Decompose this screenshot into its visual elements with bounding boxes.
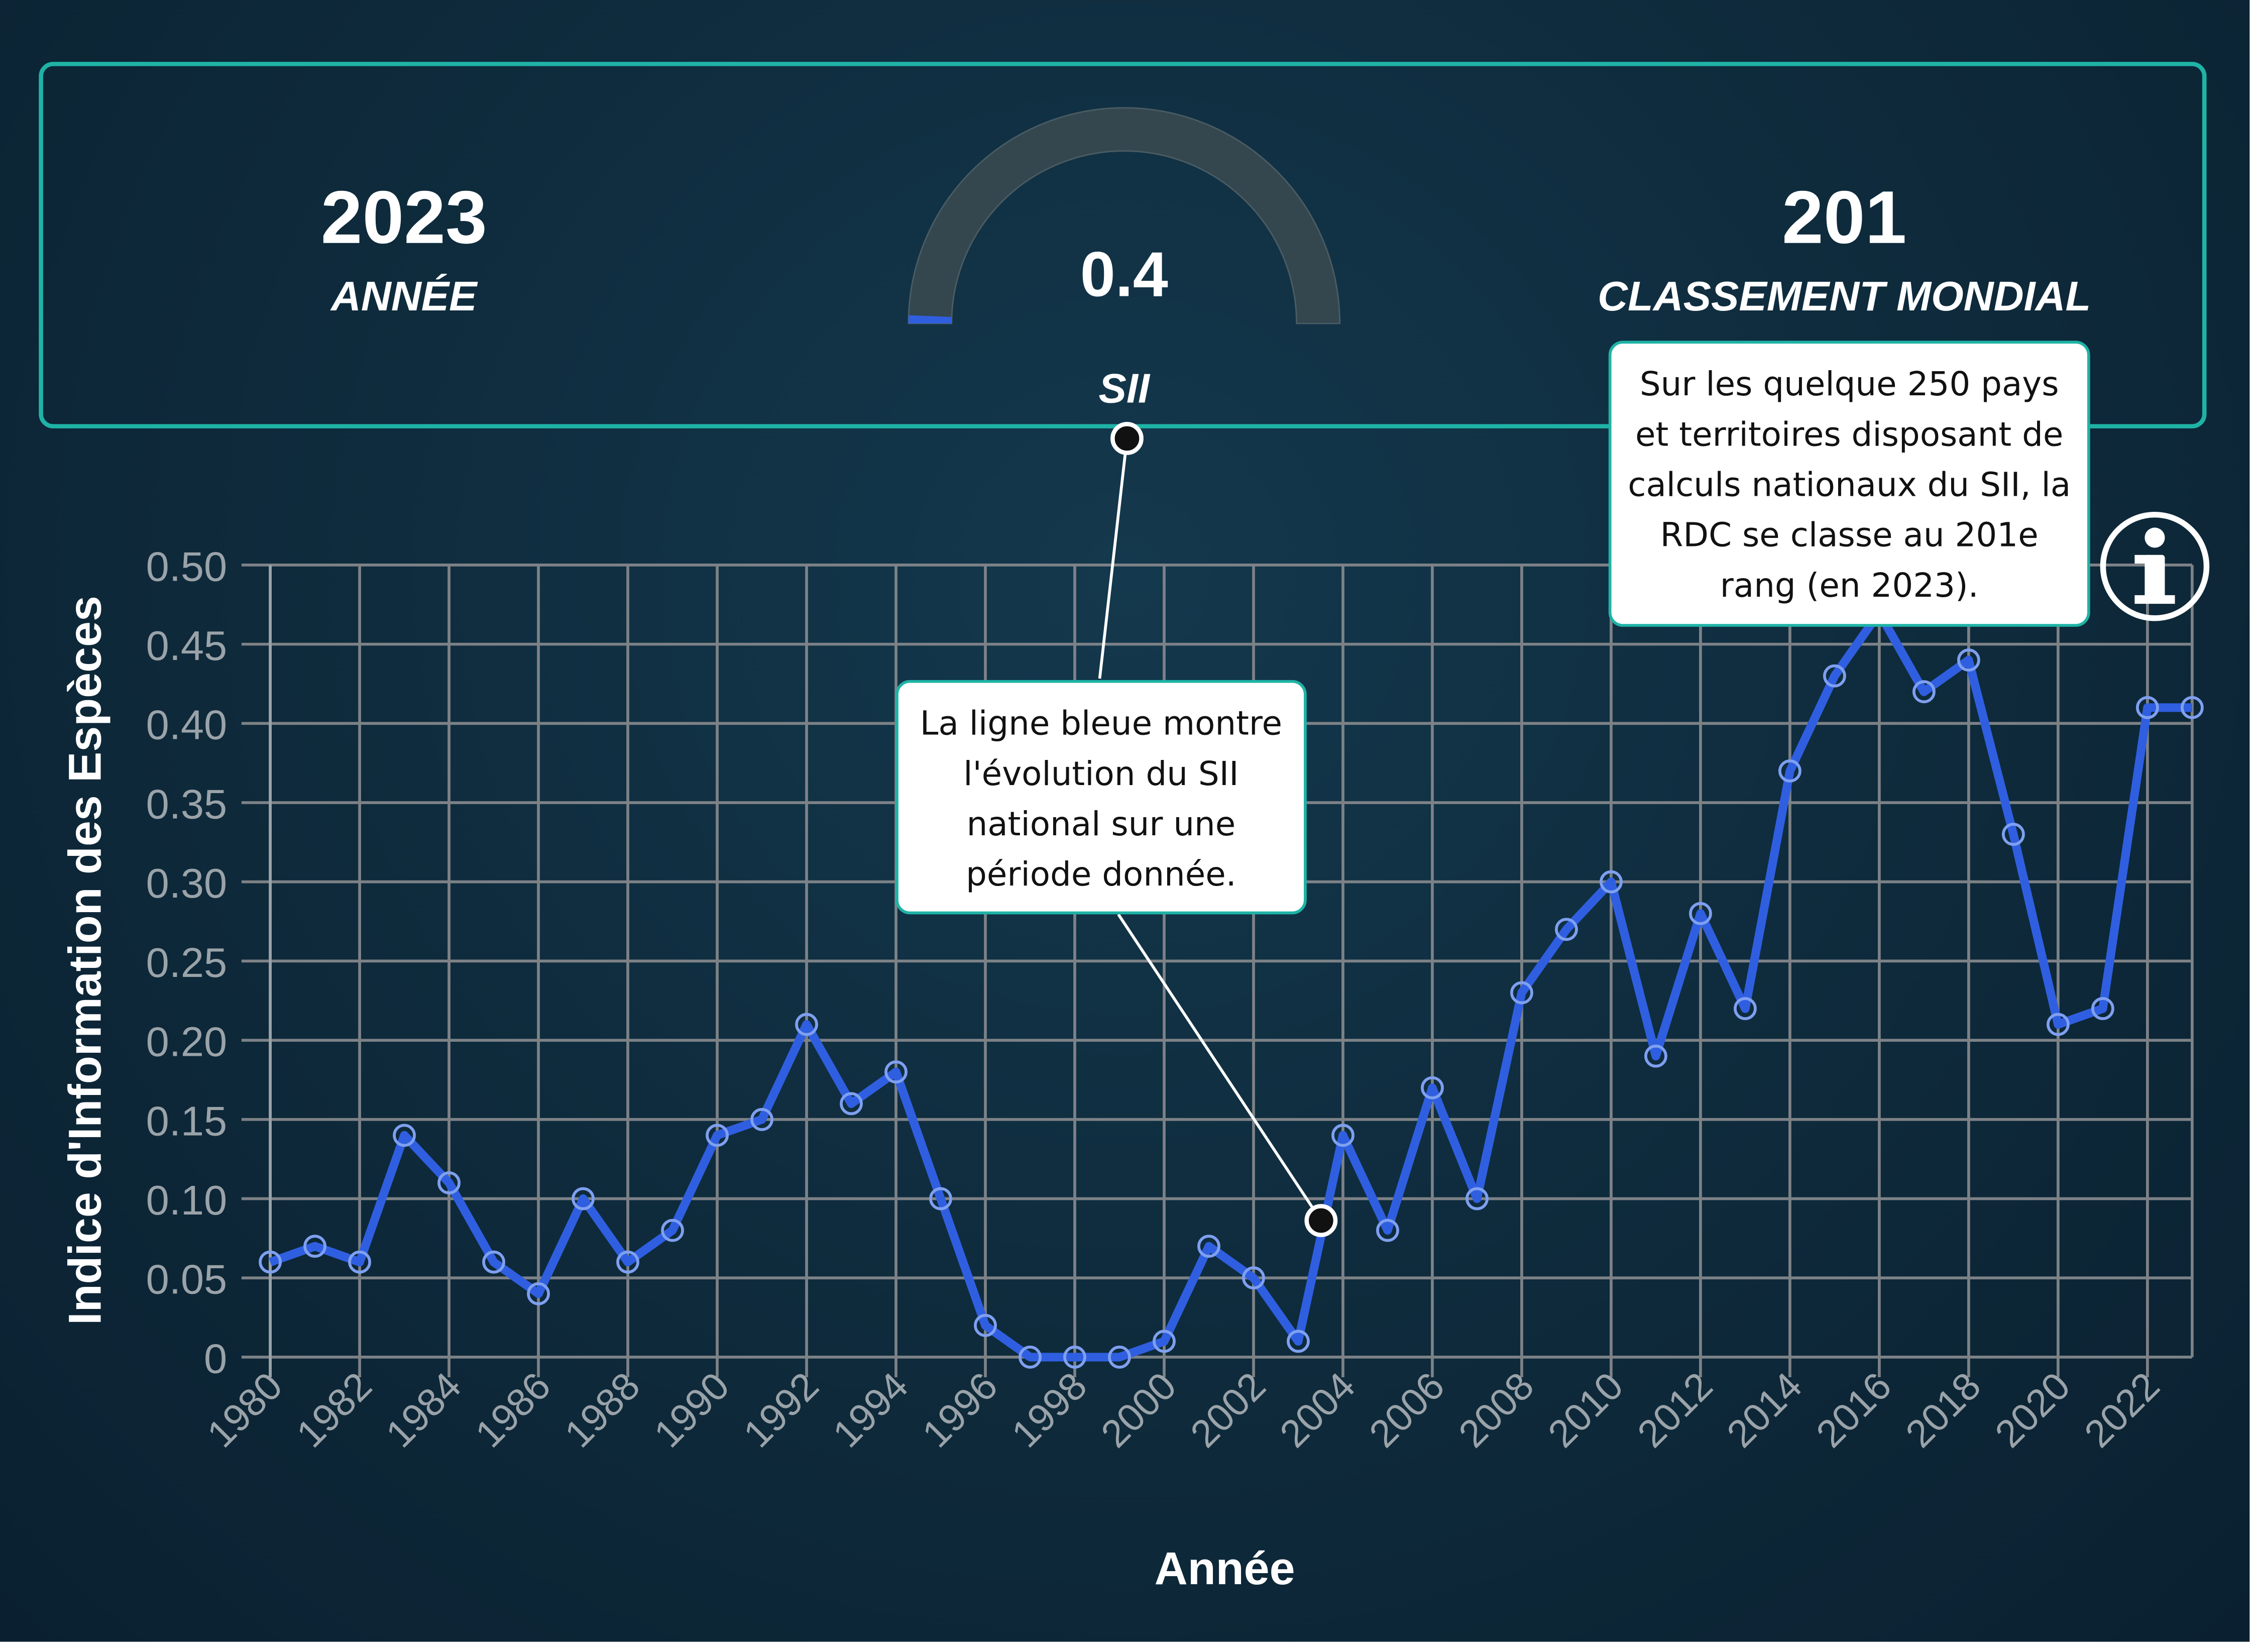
y-tick-labels: 0 0.05 0.10 0.15 0.20 0.25 0.30 0.35 0.40 0.45 0.5… [146, 543, 228, 1382]
x-tick-label: 1986 [467, 1364, 558, 1456]
y-axis-title: Indice d'Information des Espèces [59, 596, 110, 1325]
x-tick-label: 2008 [1450, 1364, 1542, 1456]
x-tick-label: 2012 [1629, 1364, 1721, 1456]
y-tick-label: 0.45 [146, 622, 228, 669]
rank-value: 201 [1782, 177, 1907, 261]
data-point [1689, 902, 1712, 925]
x-axis-title: Année [1155, 1543, 1295, 1594]
callout-line-explanation: La ligne bleue montre l'évolution du SII… [895, 680, 1307, 915]
data-point [750, 1108, 773, 1131]
x-tick-label: 1992 [735, 1364, 827, 1456]
data-point [1957, 648, 1980, 672]
data-point [1510, 981, 1533, 1005]
data-point [1376, 1219, 1399, 1242]
data-point [929, 1187, 952, 1210]
y-tick-label: 0.10 [146, 1177, 228, 1224]
y-tick-label: 0.25 [146, 939, 228, 986]
y-tick-label: 0.50 [146, 543, 228, 590]
data-point [1108, 1346, 1131, 1369]
y-tick-label: 0.35 [146, 781, 228, 827]
data-point [572, 1187, 595, 1210]
gauge-fill [908, 315, 952, 323]
x-tick-labels: 1980198219841986198819901992199419961998… [199, 1364, 2168, 1456]
data-point [1466, 1187, 1489, 1210]
data-point [1600, 870, 1623, 894]
x-tick-label: 2004 [1272, 1364, 1363, 1456]
x-tick-label: 2018 [1897, 1364, 1989, 1456]
data-point [706, 1124, 729, 1147]
data-point [1421, 1076, 1444, 1099]
gauge-label: SII [1098, 365, 1150, 411]
data-point [2046, 1013, 2070, 1036]
data-point [2001, 823, 2025, 846]
x-tick-label: 2016 [1808, 1364, 1899, 1456]
y-tick-label: 0 [204, 1335, 227, 1382]
x-tick-label: 1998 [1003, 1364, 1095, 1456]
x-tick-label: 1982 [288, 1364, 380, 1456]
x-tick-label: 1994 [825, 1364, 916, 1456]
data-point [795, 1013, 818, 1036]
data-point [1823, 664, 1846, 688]
x-tick-label: 2002 [1182, 1364, 1274, 1456]
data-point [616, 1250, 639, 1274]
leader-line-top [1098, 438, 1129, 679]
data-point [1912, 680, 1936, 704]
callout-rank-explanation: Sur les quelque 250 pays et territoires … [1608, 341, 2090, 627]
x-tick-label: 1990 [646, 1364, 737, 1456]
year-value: 2023 [320, 177, 487, 261]
data-point [2180, 696, 2204, 719]
data-point [259, 1250, 282, 1274]
data-point [1555, 918, 1578, 941]
data-point [348, 1250, 371, 1274]
info-icon[interactable] [2100, 511, 2210, 621]
y-tick-label: 0.30 [146, 860, 228, 907]
x-tick-label: 2014 [1719, 1364, 1810, 1456]
x-tick-label: 1996 [914, 1364, 1005, 1456]
x-tick-label: 2000 [1093, 1364, 1184, 1456]
data-point [884, 1060, 908, 1084]
year-label: ANNÉE [330, 274, 477, 321]
data-point [437, 1171, 461, 1194]
data-point [1287, 1330, 1310, 1353]
leader-line-bottom [1117, 913, 1322, 1222]
y-tick-label: 0.05 [146, 1256, 228, 1303]
data-point [303, 1235, 326, 1258]
data-point [1063, 1346, 1086, 1369]
data-point [1197, 1235, 1220, 1258]
data-point [393, 1124, 416, 1147]
data-point [661, 1219, 684, 1242]
gauge-value: 0.4 [1080, 239, 1168, 310]
leader-dot-bottom [1304, 1204, 1338, 1237]
x-tick-label: 2020 [1987, 1364, 2078, 1456]
data-point [527, 1282, 550, 1305]
data-point [1242, 1266, 1265, 1290]
rank-label: CLASSEMENT MONDIAL [1598, 274, 2091, 321]
data-point [974, 1313, 997, 1337]
x-tick-label: 2010 [1540, 1364, 1631, 1456]
data-point [1019, 1346, 1042, 1369]
data-point [840, 1092, 863, 1116]
sii-gauge: 0.4 SII [908, 107, 1341, 411]
leader-dot-top [1110, 422, 1144, 455]
y-tick-label: 0.15 [146, 1097, 228, 1144]
data-point [1153, 1330, 1176, 1353]
x-tick-label: 2006 [1361, 1364, 1452, 1456]
y-tick-label: 0.20 [146, 1019, 228, 1065]
x-tick-label: 2022 [2076, 1364, 2168, 1456]
data-point [2091, 997, 2114, 1020]
gauge-track [908, 107, 1341, 324]
x-tick-label: 1984 [378, 1364, 469, 1456]
data-point [482, 1250, 505, 1274]
data-point [1331, 1124, 1355, 1147]
data-point [1734, 997, 1757, 1020]
data-point [1778, 759, 1801, 783]
data-point [1644, 1044, 1667, 1068]
x-tick-label: 1988 [556, 1364, 648, 1456]
data-point [2135, 696, 2159, 719]
y-tick-label: 0.40 [146, 702, 228, 748]
